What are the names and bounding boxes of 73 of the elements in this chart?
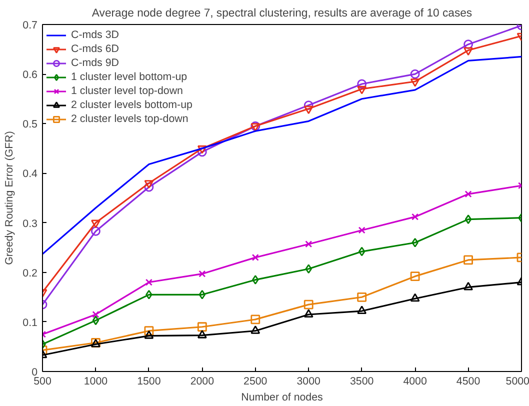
y-tick-label: 0.6	[22, 69, 38, 82]
y-axis-title: Greedy Routing Error (GFR)	[4, 131, 16, 265]
point	[304, 100, 314, 110]
point	[146, 290, 152, 300]
point	[464, 40, 473, 50]
point	[357, 79, 367, 89]
x-axis-title: Number of nodes	[241, 392, 323, 404]
line-series	[42, 56, 522, 255]
point	[92, 316, 100, 326]
point	[304, 106, 314, 114]
point	[357, 86, 367, 94]
x-tick-label: 500	[34, 376, 52, 388]
point	[91, 226, 100, 236]
x-tick-label: 1500	[137, 376, 161, 388]
y-tick-label: 0.3	[22, 218, 38, 230]
x-tick-label: 4000	[403, 376, 427, 388]
point	[144, 330, 154, 339]
point	[144, 180, 154, 188]
point	[412, 238, 418, 248]
y-tick-label: 0.5	[22, 118, 38, 131]
point	[197, 147, 207, 157]
point	[358, 246, 366, 256]
point	[410, 272, 420, 282]
x-tick-label: 3000	[296, 376, 321, 388]
point	[198, 270, 206, 278]
legend-label: 2 cluster levels top-down	[71, 112, 188, 126]
legend-label: 1 cluster level bottom-up	[71, 70, 188, 84]
point	[197, 322, 207, 332]
legend-label: 2 cluster levels bottom-up	[71, 98, 192, 112]
point	[464, 190, 472, 198]
point	[410, 78, 420, 87]
x-tick-label: 5000	[506, 376, 529, 388]
point	[357, 306, 367, 314]
legend-label: C-mds 3D	[71, 28, 119, 42]
point	[304, 300, 314, 310]
legend-label: 1 cluster level top-down	[71, 84, 183, 98]
point	[197, 330, 207, 338]
point	[305, 264, 312, 274]
point	[464, 255, 473, 265]
point	[410, 69, 420, 79]
point	[92, 310, 100, 318]
point	[197, 145, 207, 154]
point	[304, 309, 314, 318]
point	[91, 220, 100, 228]
point	[410, 293, 420, 302]
point	[464, 214, 472, 224]
point	[464, 47, 473, 56]
x-tick-label: 4500	[456, 376, 480, 388]
point	[252, 254, 259, 262]
point	[145, 278, 152, 286]
legend-label: C-mds 6D	[71, 42, 119, 56]
chart-title: Average node degree 7, spectral clustering, results are average of 10 cases	[92, 8, 472, 20]
y-tick-label: 0.7	[22, 20, 38, 32]
y-tick-label: 0.4	[22, 168, 38, 180]
x-tick-label: 2000	[190, 376, 214, 388]
point	[198, 290, 206, 300]
y-tick-label: 0	[32, 366, 38, 378]
point	[250, 314, 260, 324]
point	[357, 292, 367, 302]
x-tick-label: 1000	[84, 376, 108, 388]
y-tick-label: 0.1	[22, 316, 38, 329]
point	[358, 226, 366, 234]
y-tick-label: 0.2	[22, 267, 38, 280]
point	[252, 275, 259, 284]
point	[144, 326, 154, 336]
point	[464, 282, 473, 290]
point	[144, 182, 154, 192]
x-tick-label: 2500	[244, 376, 268, 388]
point	[305, 240, 312, 248]
point	[412, 213, 419, 220]
legend-label: C-mds 9D	[71, 56, 119, 70]
x-tick-label: 3500	[350, 376, 374, 388]
point	[250, 326, 260, 334]
